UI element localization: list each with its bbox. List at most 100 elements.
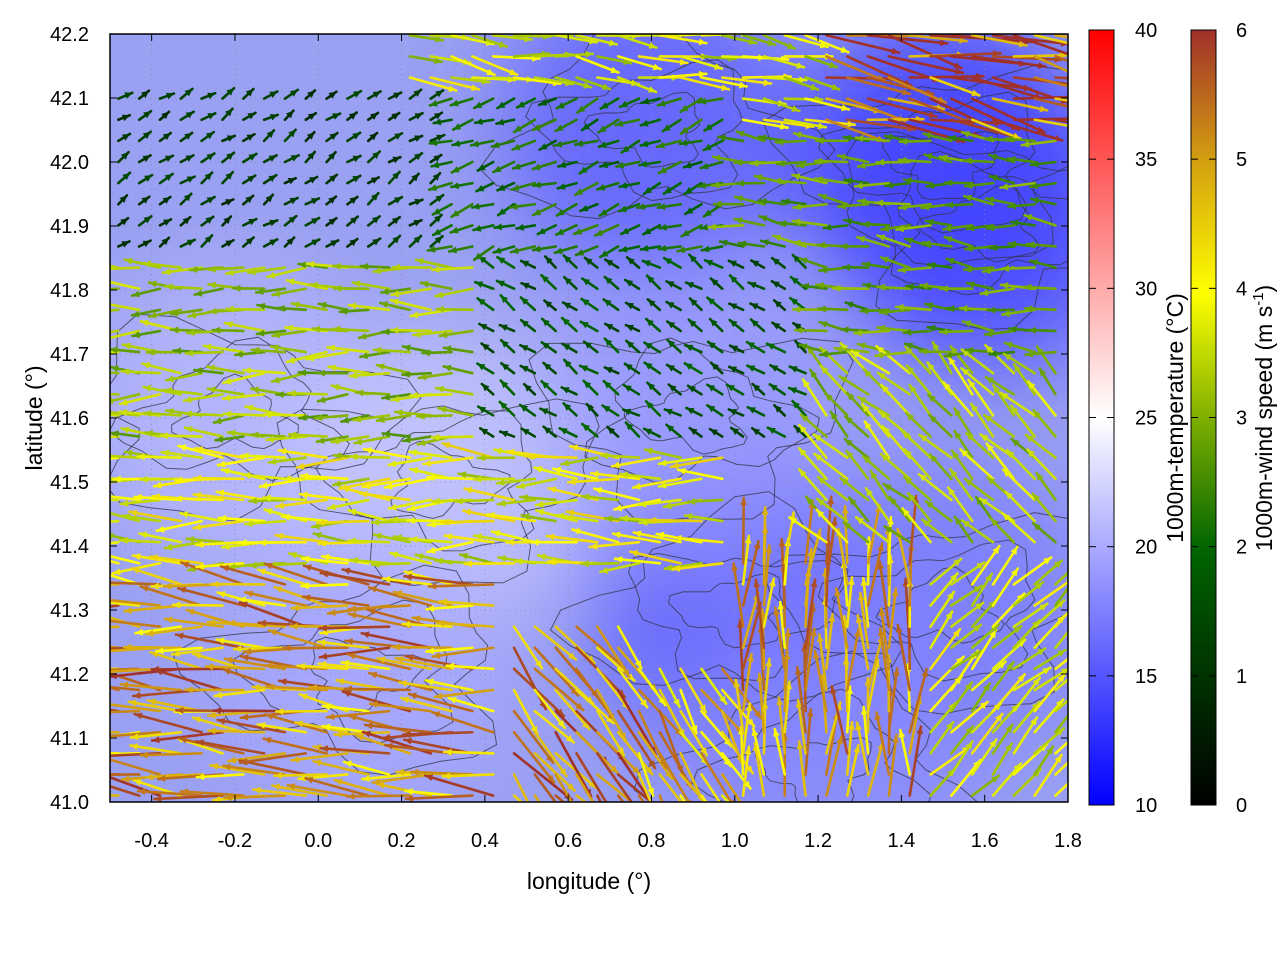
- wind-vector: [898, 728, 912, 776]
- wind-vector: [536, 224, 557, 236]
- wind-vector: [777, 600, 787, 650]
- x-axis-label: longitude (°): [527, 868, 651, 894]
- wind-vector: [665, 300, 682, 312]
- wind-vector: [619, 471, 662, 481]
- wind-vector: [756, 672, 766, 734]
- wind-vector: [657, 244, 682, 252]
- wind-vector: [282, 644, 349, 652]
- wind-vector: [429, 171, 442, 185]
- wind-vector: [370, 560, 412, 568]
- wind-vector: [624, 421, 641, 438]
- wind-vector: [783, 34, 829, 49]
- wind-vector: [561, 342, 578, 354]
- wind-vector: [224, 266, 266, 276]
- wind-vector: [269, 344, 308, 354]
- wind-vector: [117, 113, 132, 122]
- wind-vector: [1012, 117, 1068, 122]
- wind-vector: [408, 198, 424, 206]
- wind-vector: [404, 794, 474, 802]
- wind-vector: [117, 91, 134, 100]
- wind-vector: [370, 518, 412, 526]
- wind-vector: [144, 773, 203, 781]
- wind-vector: [425, 604, 474, 612]
- wind-vector: [1012, 580, 1045, 607]
- wind-vector: [510, 181, 537, 191]
- wind-vector: [276, 304, 308, 312]
- wind-vector: [599, 561, 641, 574]
- wind-vector: [414, 258, 453, 269]
- wind-vector: [184, 686, 245, 694]
- wind-vector: [262, 154, 278, 164]
- wind-vector: [929, 76, 981, 97]
- wind-vector: [408, 88, 423, 100]
- wind-vector: [142, 385, 183, 396]
- wind-vector: [897, 266, 932, 274]
- wind-vector: [387, 498, 433, 511]
- wind-vector: [542, 425, 557, 438]
- wind-vector: [712, 200, 745, 208]
- wind-vector: [658, 34, 708, 46]
- wind-vector: [110, 393, 141, 404]
- wind-vector: [537, 97, 557, 107]
- wind-vector: [408, 536, 453, 544]
- wind-vector: [346, 131, 362, 143]
- wind-vector: [430, 433, 474, 441]
- wind-vector: [762, 97, 801, 113]
- wind-vector: [682, 160, 703, 169]
- wind-vector: [558, 426, 578, 438]
- wind-vector: [421, 349, 453, 357]
- wind-vector: [508, 202, 537, 210]
- wind-vector: [325, 131, 339, 143]
- wind-vector: [985, 224, 1016, 232]
- wind-vector: [657, 477, 703, 489]
- wind-vector: [560, 456, 599, 467]
- wind-vector: [472, 475, 516, 483]
- wind-vector: [305, 350, 349, 362]
- wind-vector: [884, 181, 912, 189]
- wind-vector: [883, 525, 912, 544]
- wind-vector: [637, 773, 653, 802]
- wind-vector: [250, 346, 287, 354]
- wind-vector: [110, 685, 141, 692]
- wind-vector: [347, 612, 412, 628]
- wind-vector: [295, 456, 349, 470]
- wind-vector: [179, 238, 197, 248]
- wind-vector: [562, 358, 578, 375]
- wind-vector: [657, 456, 703, 467]
- y-tick-label: 41.9: [50, 216, 89, 238]
- wind-vector: [631, 477, 682, 490]
- wind-vector: [706, 404, 724, 417]
- wind-vector: [346, 237, 359, 248]
- wind-vector: [110, 477, 120, 481]
- wind-vector: [480, 382, 495, 396]
- wind-vector: [492, 160, 516, 174]
- wind-vector: [766, 426, 787, 438]
- wind-vector: [221, 238, 235, 248]
- wind-vector: [160, 449, 203, 459]
- wind-vector: [720, 667, 763, 720]
- wind-vector: [646, 298, 662, 312]
- wind-vector: [897, 202, 932, 211]
- wind-vector: [646, 381, 662, 396]
- wind-vector: [830, 684, 849, 755]
- wind-vector: [347, 508, 391, 523]
- wind-vector: [262, 494, 308, 502]
- wind-vector: [745, 364, 766, 375]
- wind-vector: [110, 773, 120, 776]
- wind-vector: [338, 477, 391, 491]
- wind-vector: [317, 661, 370, 671]
- wind-vector: [333, 778, 391, 797]
- wind-vector: [110, 667, 162, 673]
- wind-vector: [138, 531, 183, 544]
- wind-vector: [861, 261, 891, 269]
- wind-vector: [908, 383, 932, 417]
- wind-vector: [772, 177, 807, 185]
- wind-vector: [566, 477, 620, 486]
- wind-vector: [878, 308, 912, 316]
- wind-vector: [169, 308, 203, 317]
- wind-vector: [776, 696, 787, 755]
- y-axis: 41.0 41.1 41.2 41.3 41.4 41.5 41.6 41.7 41.8 41.9…: [50, 24, 1068, 814]
- wind-vector: [816, 475, 849, 502]
- wind-vector: [903, 237, 932, 248]
- wind-vector: [902, 328, 932, 336]
